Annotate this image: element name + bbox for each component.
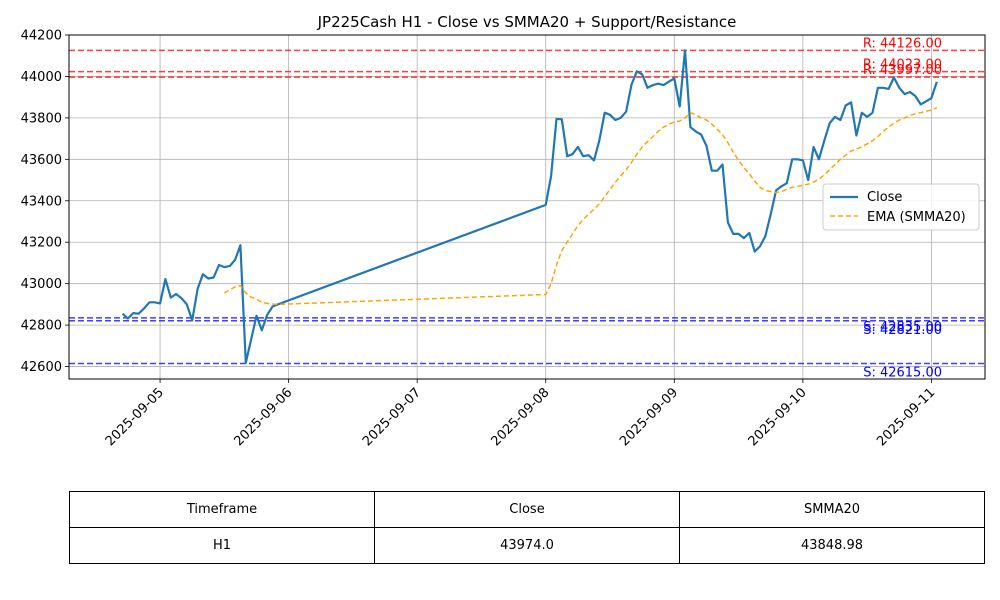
y-tick-label: 43800 [21,111,62,126]
x-tick-label: 2025-09-08 [489,385,553,449]
support-label: S: 42835.00 [863,320,942,335]
support-resistance-levels: R: 44126.00 R: 44023.00R: 43997.00 S: 4283… [69,36,985,380]
smma-series-line [223,107,938,306]
axes: 42600 42800 43000 43200 43400 43600 43800 44000… [21,29,986,449]
y-tick-label: 43600 [21,153,62,168]
support-label: S: 42615.00 [863,365,942,380]
table-row: H1 43974.0 43848.98 [69,527,985,564]
y-tick-label: 43000 [21,277,62,292]
header-smma20: SMMA20 [679,491,985,528]
series-lines [121,49,938,364]
y-tick-label: 44000 [21,70,62,85]
header-timeframe: Timeframe [69,491,375,528]
legend-close-label: Close [867,190,902,205]
grid [69,34,985,379]
resistance-label: R: 43997.00 [863,63,942,78]
legend-smma-label: EMA (SMMA20) [867,210,966,225]
x-tick-label: 2025-09-07 [360,385,424,449]
close-series-line [121,49,938,364]
header-close: Close [374,491,680,528]
x-tick-label: 2025-09-10 [746,385,810,449]
chart-title: JP225Cash H1 - Close vs SMMA20 + Support… [317,13,737,31]
x-tick-label: 2025-09-05 [103,385,167,449]
y-tick-label: 43200 [21,236,62,251]
y-tick-label: 43400 [21,194,62,209]
legend: Close EMA (SMMA20) [822,183,980,231]
y-tick-label: 44200 [21,29,62,44]
x-tick-label: 2025-09-09 [617,385,681,449]
cell-timeframe: H1 [69,527,375,564]
resistance-label: R: 44023.00 [863,58,942,73]
summary-table: Timeframe Close SMMA20 H1 43974.0 43848.… [69,491,985,564]
cell-close: 43974.0 [374,527,680,564]
cell-smma20: 43848.98 [679,527,985,564]
y-tick-label: 42800 [21,319,62,334]
x-tick-label: 2025-09-11 [874,385,938,449]
x-tick-label: 2025-09-06 [231,385,295,449]
table-header-row: Timeframe Close SMMA20 [69,491,985,528]
resistance-label: R: 44126.00 [863,36,942,51]
plot-frame [68,34,986,380]
legend-box [822,183,980,231]
y-tick-label: 42600 [21,360,62,375]
support-label: S: 42821.00 [863,323,942,338]
chart: JP225Cash H1 - Close vs SMMA20 + Support… [21,13,986,449]
